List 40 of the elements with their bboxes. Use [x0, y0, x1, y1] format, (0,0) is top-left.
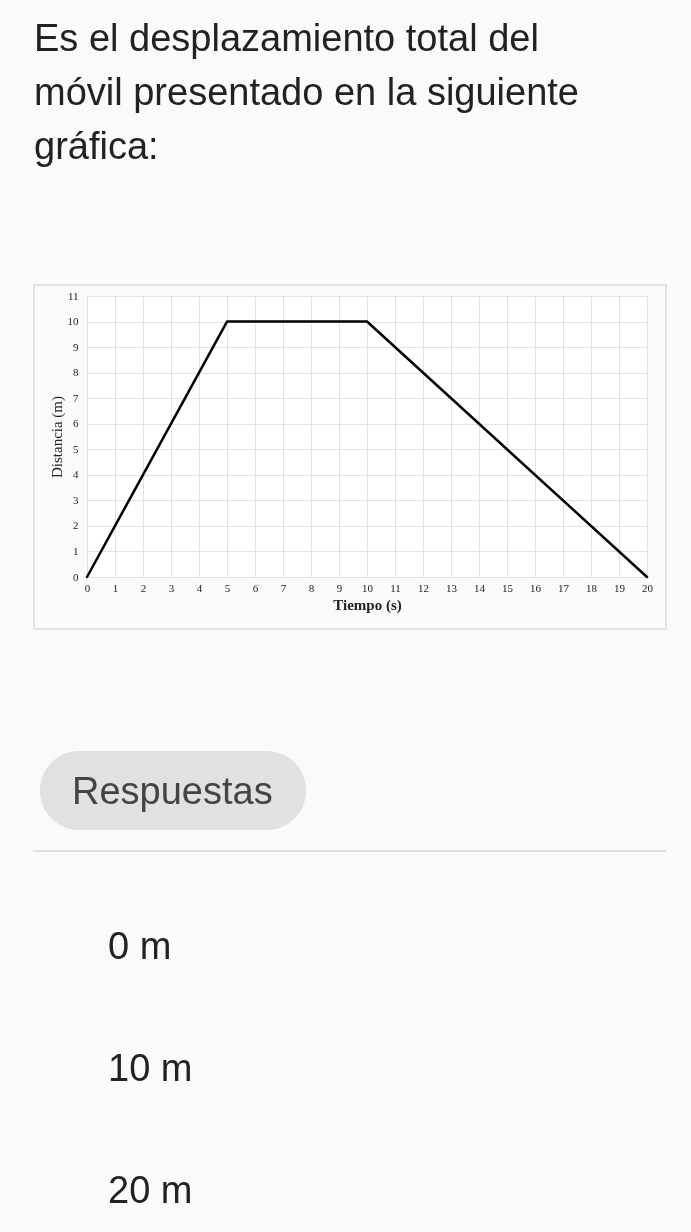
x-tick-label: 6	[252, 581, 259, 594]
y-tick-label: 6	[73, 417, 79, 430]
x-tick-label: 15	[502, 581, 514, 594]
x-tick-label: 10	[362, 581, 374, 594]
x-tick-label: 14	[474, 581, 486, 594]
chart-title: Es el desplazamiento total del móvil presentado en la siguiente gráfica:	[34, 17, 580, 168]
x-tick-label: 19	[614, 581, 626, 594]
y-tick-label: 4	[73, 468, 79, 481]
y-axis-title: Distancia (m)	[48, 395, 66, 479]
x-tick-label: 9	[336, 581, 343, 594]
x-tick-label: 20	[642, 581, 654, 594]
x-tick-label: 12	[418, 581, 429, 594]
text: 20 m	[108, 1169, 193, 1211]
x-tick-label: 8	[308, 581, 315, 594]
y-tick-label: 9	[73, 340, 79, 353]
y-tick-label: 5	[73, 442, 79, 455]
text: 10 m	[108, 1047, 193, 1089]
x-tick-label: 0	[84, 581, 91, 594]
y-tick-label: 0	[73, 570, 79, 583]
x-tick-label: 7	[280, 581, 287, 594]
y-tick-label: 7	[73, 391, 79, 404]
x-tick-label: 1	[112, 581, 119, 594]
x-tick-label: 3	[168, 581, 175, 594]
x-tick-label: 17	[558, 581, 570, 594]
text: Respuestas	[72, 770, 273, 812]
x-tick-label: 11	[390, 581, 401, 594]
x-axis-title: Tiempo (s)	[333, 596, 402, 614]
y-tick-label: 2	[73, 519, 79, 532]
y-tick-label: 1	[73, 544, 79, 557]
y-tick-label: 10	[67, 315, 79, 328]
y-tick-label: 8	[73, 366, 79, 379]
y-tick-label: 11	[67, 289, 79, 302]
x-tick-label: 18	[586, 581, 598, 594]
x-tick-label: 5	[224, 581, 231, 594]
x-tick-label: 16	[530, 581, 542, 594]
x-tick-label: 4	[196, 581, 203, 594]
x-tick-label: 13	[446, 581, 458, 594]
text: 0 m	[108, 925, 172, 967]
y-tick-label: 3	[73, 493, 79, 506]
x-tick-label: 2	[140, 581, 147, 594]
